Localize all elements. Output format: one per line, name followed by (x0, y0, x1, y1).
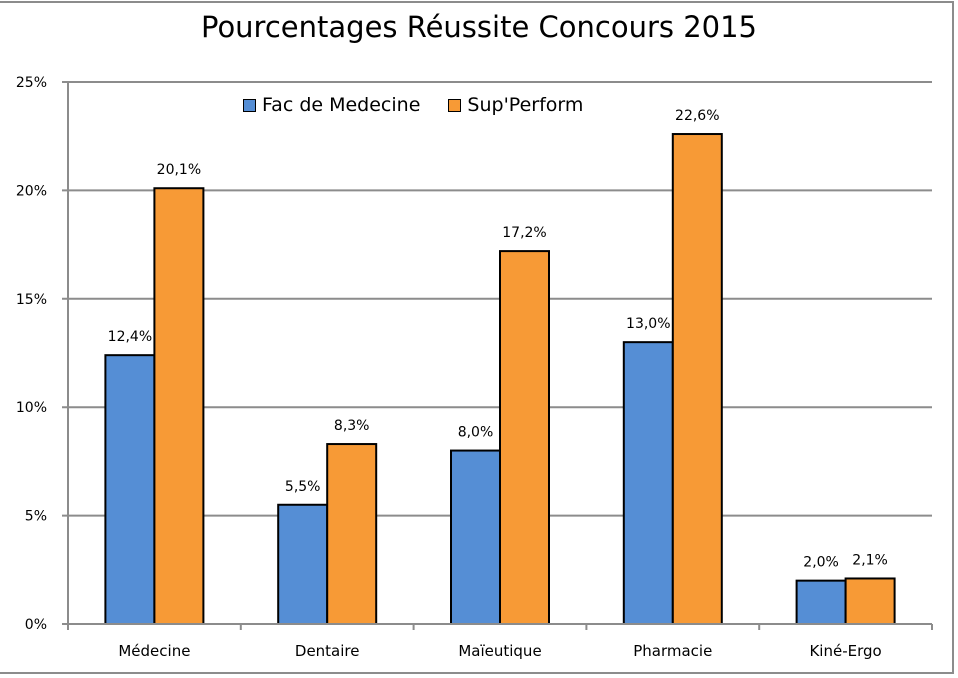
y-tick-label: 20% (16, 183, 47, 199)
bar-fac-de-medecine (277, 503, 329, 626)
bar-fac-de-medecine (795, 579, 847, 626)
bar-sup-perform (326, 443, 378, 625)
legend-swatch-blue (243, 98, 256, 112)
legend-item-sup-perform: Sup'Perform (448, 94, 583, 116)
data-label: 8,0% (458, 425, 494, 441)
data-label: 2,0% (803, 555, 839, 571)
legend-item-fac-de-medecine: Fac de Medecine (243, 94, 420, 116)
bar-sup-perform (153, 187, 205, 625)
y-tick-label: 5% (25, 509, 47, 525)
legend-label: Sup'Perform (467, 94, 584, 116)
data-label: 17,2% (502, 225, 546, 241)
x-category-label: Dentaire (295, 642, 360, 660)
data-label: 8,3% (334, 418, 370, 434)
bar-sup-perform (499, 250, 550, 625)
bar-fac-de-medecine (450, 449, 501, 625)
data-label: 22,6% (675, 108, 719, 124)
data-label: 5,5% (285, 479, 321, 495)
x-category-label: Maïeutique (458, 642, 541, 660)
data-label: 2,1% (852, 552, 888, 568)
bar-fac-de-medecine (104, 354, 156, 625)
y-tick-label: 15% (16, 292, 47, 308)
bar-fac-de-medecine (622, 341, 674, 625)
x-category-label: Médecine (118, 642, 190, 660)
data-label: 20,1% (157, 162, 201, 178)
bar-sup-perform (671, 133, 723, 625)
legend-label: Fac de Medecine (262, 94, 421, 116)
data-label: 12,4% (108, 329, 152, 345)
y-tick-label: 10% (16, 400, 47, 416)
x-category-label: Pharmacie (633, 642, 712, 660)
legend: Fac de Medecine Sup'Perform (243, 94, 611, 116)
y-tick-label: 0% (25, 617, 47, 633)
x-category-label: Kiné-Ergo (809, 642, 881, 660)
bar-sup-perform (844, 577, 896, 625)
data-label: 13,0% (626, 316, 670, 332)
y-tick-label: 25% (16, 75, 47, 91)
legend-swatch-orange (448, 98, 462, 112)
chart-title: Pourcentages Réussite Concours 2015 (200, 10, 757, 44)
